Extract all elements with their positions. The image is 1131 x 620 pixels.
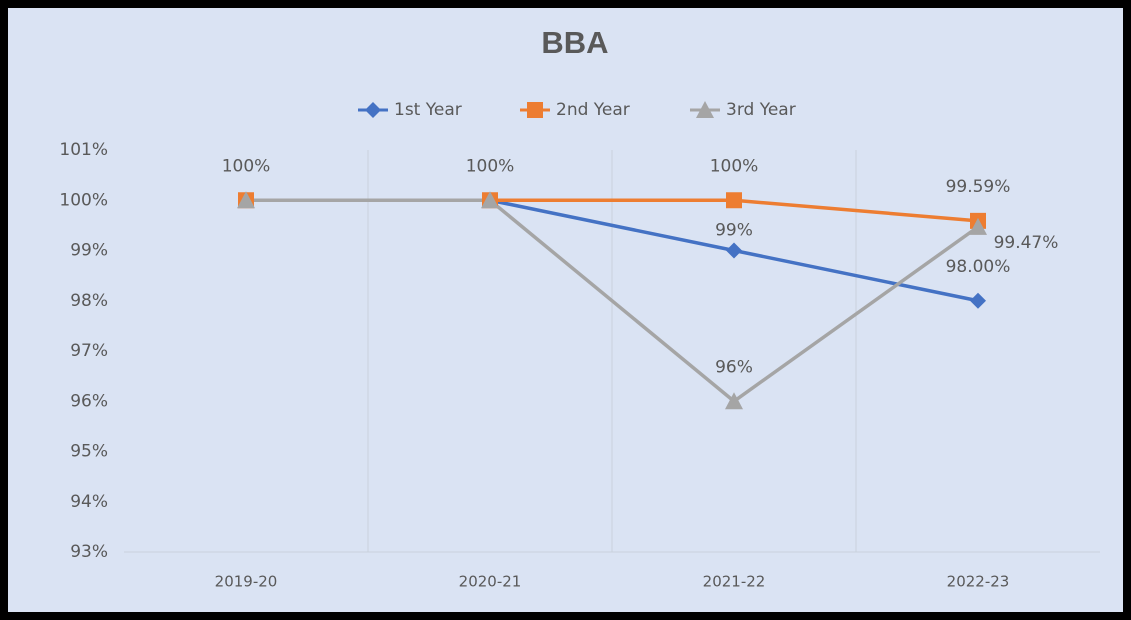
y-tick-label: 101% [59,140,108,160]
data-label: 100% [222,156,271,176]
x-tick-label: 2020-21 [459,573,522,591]
x-tick-label: 2022-23 [947,573,1010,591]
legend-label: 3rd Year [726,100,796,120]
data-label: 100% [466,156,515,176]
y-tick-label: 95% [70,442,108,462]
chart-title: BBA [541,25,608,60]
legend-marker [527,102,543,118]
x-tick-label: 2019-20 [215,573,278,591]
y-tick-label: 99% [70,241,108,261]
data-label: 99% [715,221,753,241]
data-point [725,392,743,410]
data-point [481,191,499,209]
legend-label: 2nd Year [556,100,630,120]
legend-marker [365,102,381,118]
data-label: 99.59% [946,177,1011,197]
y-tick-label: 100% [59,190,108,210]
y-tick-label: 94% [70,492,108,512]
legend-label: 1st Year [394,100,462,120]
data-point [237,191,255,209]
data-label: 96% [715,357,753,377]
y-tick-label: 93% [70,542,108,562]
y-tick-label: 96% [70,391,108,411]
y-tick-label: 97% [70,341,108,361]
series-line [246,198,980,404]
y-tick-label: 98% [70,291,108,311]
data-point [726,192,742,209]
data-label: 100% [710,156,759,176]
data-point [970,292,986,309]
data-label: 99.47% [994,233,1059,253]
x-tick-label: 2021-22 [703,573,766,591]
chart-background [8,8,1123,612]
legend-marker [696,101,714,118]
data-point [969,217,987,235]
data-label: 98.00% [946,257,1011,277]
data-point [726,242,742,259]
